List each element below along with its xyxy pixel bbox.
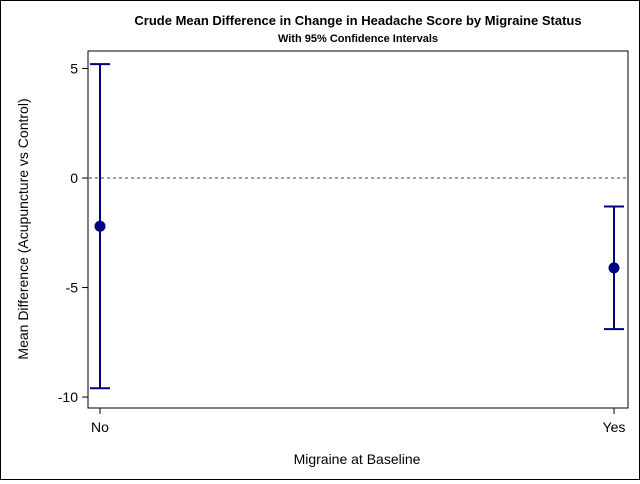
- y-axis-label: Mean Difference (Acupuncture vs Control): [15, 98, 31, 359]
- y-tick-label: 0: [70, 170, 78, 186]
- x-tick-label: Yes: [603, 419, 626, 435]
- y-tick-label: 5: [70, 61, 78, 77]
- x-tick-label: No: [91, 419, 109, 435]
- y-tick-label: -5: [66, 280, 79, 296]
- chart-subtitle: With 95% Confidence Intervals: [278, 33, 438, 45]
- data-point: [608, 262, 620, 274]
- x-axis-label: Migraine at Baseline: [294, 451, 421, 467]
- chart-title: Crude Mean Difference in Change in Heada…: [134, 13, 581, 28]
- y-tick-label: -10: [58, 389, 78, 405]
- data-point: [94, 220, 106, 232]
- plot-area: [87, 50, 629, 409]
